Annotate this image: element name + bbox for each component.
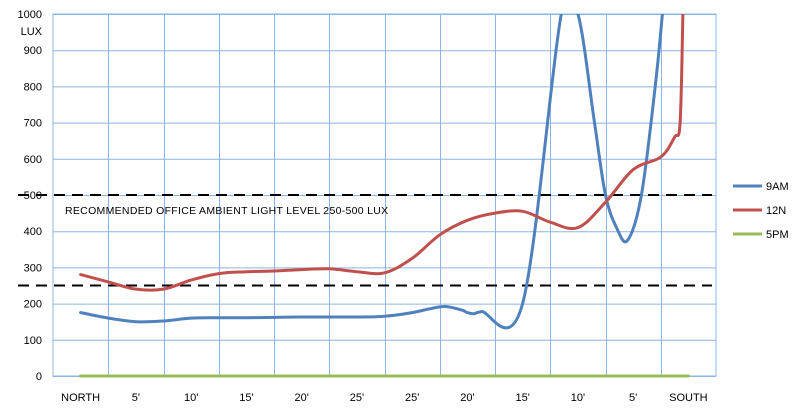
x-tick-label: 10' bbox=[184, 392, 198, 404]
legend-label-9am: 9AM bbox=[766, 181, 789, 193]
y-tick-label: 200 bbox=[24, 299, 42, 311]
y-tick-label: 100 bbox=[24, 335, 42, 347]
y-tick-label: 800 bbox=[24, 81, 42, 93]
legend-label-5pm: 5PM bbox=[766, 229, 789, 241]
x-tick-label: NORTH bbox=[61, 392, 100, 404]
x-tick-label: 20' bbox=[460, 392, 474, 404]
y-tick-label: 300 bbox=[24, 262, 42, 274]
y-tick-label: 400 bbox=[24, 226, 42, 238]
y-tick-label: 900 bbox=[24, 45, 42, 57]
legend-label-12n: 12N bbox=[766, 205, 786, 217]
x-tick-label: 15' bbox=[239, 392, 253, 404]
y-axis-unit-label: LUX bbox=[21, 26, 43, 38]
recommended-level-annotation: RECOMMENDED OFFICE AMBIENT LIGHT LEVEL 2… bbox=[65, 205, 388, 217]
x-axis: NORTH 5' 10' 15' 20' 25' 25' 20' 15' 10' 5' SOUTH bbox=[61, 392, 708, 404]
y-axis: 0 100 200 300 400 500 600 700 800 900 1000 bbox=[18, 9, 42, 383]
x-tick-label: 25' bbox=[405, 392, 419, 404]
reference-lines bbox=[18, 194, 712, 287]
x-tick-label: 5' bbox=[629, 392, 637, 404]
x-tick-label: SOUTH bbox=[669, 392, 708, 404]
series-line-9am bbox=[79, 14, 664, 330]
legend: 9AM 12N 5PM bbox=[733, 181, 789, 241]
x-tick-label: 15' bbox=[515, 392, 529, 404]
y-tick-label: 500 bbox=[24, 190, 42, 202]
y-tick-label: 700 bbox=[24, 118, 42, 130]
y-tick-label: 1000 bbox=[18, 9, 42, 21]
y-tick-label: 0 bbox=[36, 371, 42, 383]
x-tick-label: 20' bbox=[294, 392, 308, 404]
y-tick-label: 600 bbox=[24, 154, 42, 166]
x-tick-label: 10' bbox=[571, 392, 585, 404]
x-tick-label: 25' bbox=[350, 392, 364, 404]
x-tick-label: 5' bbox=[132, 392, 140, 404]
series-lines bbox=[79, 14, 690, 378]
series-line-12n bbox=[79, 14, 685, 292]
